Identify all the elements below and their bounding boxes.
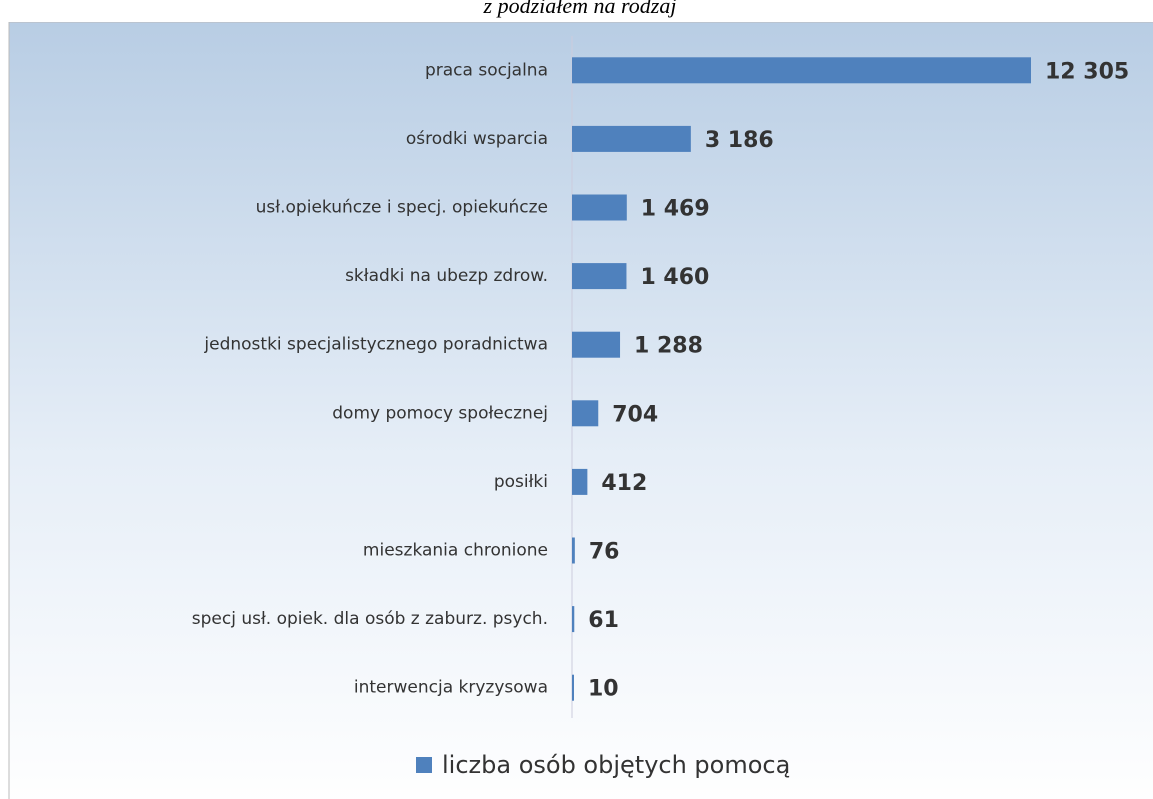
- bar: [572, 468, 588, 495]
- bar: [572, 125, 691, 152]
- title-strip: [0, 0, 1153, 22]
- value-label: 1 460: [640, 265, 709, 290]
- category-label: jednostki specjalistycznego poradnictwa: [203, 335, 548, 355]
- category-label: składki na ubezp zdrow.: [345, 266, 548, 286]
- value-label: 412: [601, 471, 647, 496]
- legend-label: liczba osób objętych pomocą: [442, 751, 790, 779]
- value-label: 12 305: [1045, 59, 1129, 84]
- legend-swatch: [416, 757, 432, 773]
- bar: [572, 400, 599, 427]
- bar: [572, 194, 627, 221]
- bar: [572, 331, 621, 358]
- bar: [572, 674, 574, 701]
- value-label: 10: [588, 677, 619, 702]
- value-label: 1 469: [641, 197, 710, 222]
- category-label: specj usł. opiek. dla osób z zaburz. psy…: [192, 609, 548, 629]
- value-label: 76: [589, 540, 620, 565]
- value-label: 61: [588, 608, 619, 633]
- category-label: domy pomocy społecznej: [332, 403, 548, 423]
- category-label: ośrodki wsparcia: [406, 129, 548, 149]
- bar: [572, 57, 1031, 84]
- value-label: 704: [612, 402, 658, 427]
- bar: [572, 263, 627, 290]
- value-label: 3 186: [705, 128, 774, 153]
- category-label: mieszkania chronione: [363, 541, 548, 561]
- category-label: interwencja kryzysowa: [354, 678, 548, 698]
- bar: [572, 537, 575, 564]
- category-label: praca socjalna: [425, 60, 548, 80]
- value-label: 1 288: [634, 334, 703, 359]
- category-label: posiłki: [494, 472, 548, 492]
- chart-title: z podziałem na rodzaj: [483, 0, 677, 18]
- category-label: usł.opiekuńcze i specj. opiekuńcze: [256, 198, 548, 218]
- bar: [572, 606, 575, 633]
